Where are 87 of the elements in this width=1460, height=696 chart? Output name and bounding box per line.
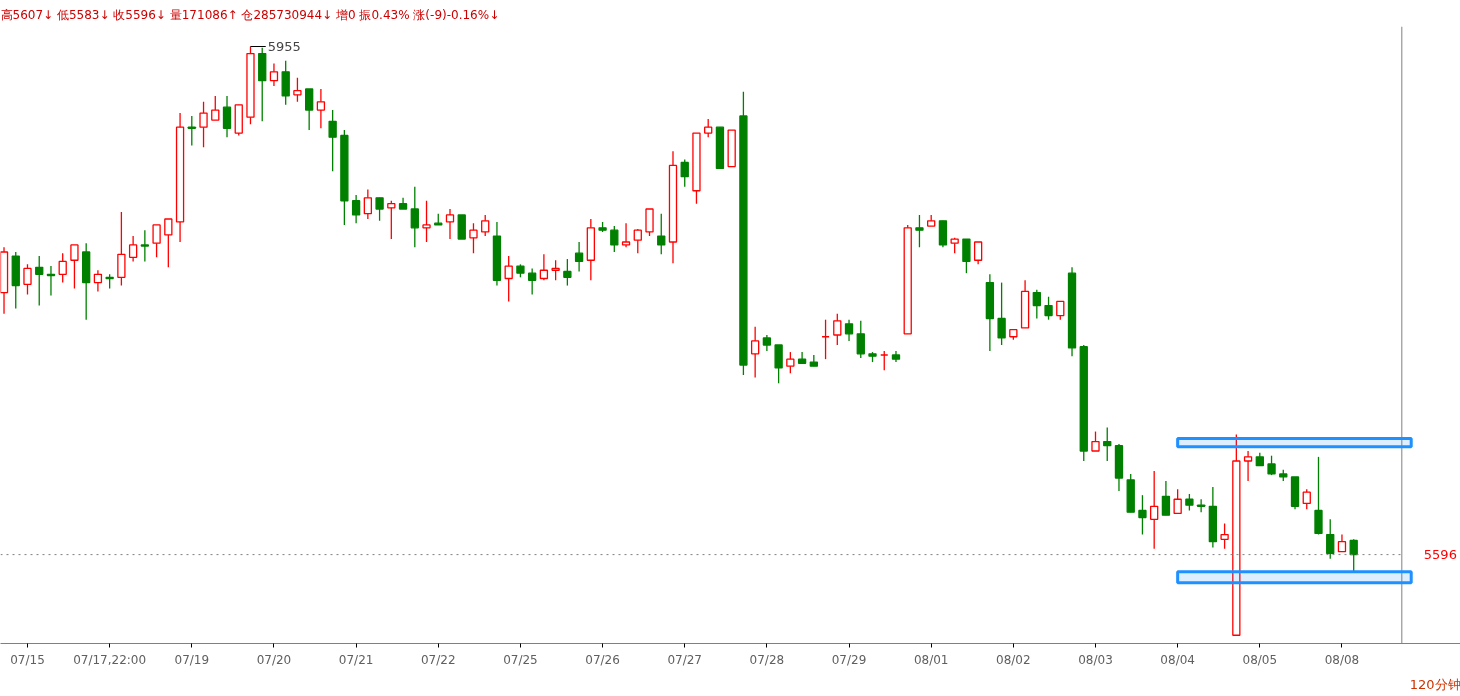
candlestick [774, 344, 783, 384]
x-tick-label: 08/01 [913, 652, 949, 667]
candlestick [997, 281, 1006, 346]
candlestick [70, 244, 79, 290]
x-tick-label: 07/25 [503, 652, 538, 667]
candlestick [504, 255, 513, 303]
candlestick [563, 258, 572, 287]
candlestick [351, 194, 361, 224]
candlestick [1032, 289, 1041, 320]
x-tick-label: 07/22 [420, 652, 456, 667]
candlestick [1103, 426, 1112, 462]
x-tick-label: 08/02 [996, 652, 1031, 667]
x-tick-label: 07/26 [585, 652, 620, 667]
candlestick [293, 77, 302, 103]
candlestick [481, 214, 490, 237]
x-tick-label: 08/03 [1078, 652, 1113, 667]
candlestick [410, 185, 419, 248]
candlestick [164, 218, 173, 268]
candlestick [199, 101, 208, 148]
candlestick [23, 263, 32, 296]
x-tick-label: 08/05 [1242, 652, 1278, 667]
candlestick [1349, 538, 1358, 574]
candlestick [551, 259, 560, 281]
candlestick [140, 229, 150, 263]
candlestick [422, 200, 431, 243]
candlestick [211, 95, 220, 121]
candlestick [833, 313, 842, 346]
x-tick-label: 08/04 [1160, 652, 1195, 667]
candlestick [633, 228, 642, 254]
candlestick [1138, 494, 1147, 536]
candlestick [269, 62, 279, 87]
candlestick [1173, 488, 1182, 515]
x-tick-label: 07/15 [10, 652, 45, 667]
candlestick [445, 208, 455, 240]
candlestick [786, 351, 795, 374]
candlestick [973, 241, 983, 265]
candlestick [316, 88, 326, 129]
candlestick [1302, 488, 1311, 510]
candlestick [610, 225, 619, 253]
candlestick [328, 109, 337, 172]
candlestick [1150, 470, 1159, 550]
candlestick [375, 197, 384, 222]
x-tick-label: 07/28 [749, 652, 785, 667]
candlestick [657, 213, 666, 255]
x-tick-label: 08/08 [1324, 652, 1360, 667]
x-tick-label: 07/21 [338, 652, 374, 667]
candlestick [1044, 296, 1053, 321]
candlestick [539, 253, 549, 281]
candlestick [844, 319, 854, 342]
chart-title: 高5607↓ 低5583↓ 收5596↓ 量171086↑ 仓285730944↓ 增0 振0.43% 涨(-9)-0.16%↓ [0, 7, 500, 22]
candlestick [574, 241, 584, 273]
x-tick-label: 07/27 [667, 652, 703, 667]
candlestick [1243, 450, 1253, 482]
candlestick [704, 118, 713, 138]
candlestick [35, 255, 44, 307]
candlestick [1091, 430, 1100, 452]
candlestick [1196, 498, 1206, 513]
candlestick [645, 208, 654, 237]
candlestick [117, 211, 126, 287]
candlestick [856, 320, 865, 359]
candlestick [304, 88, 314, 131]
candlestick [750, 326, 760, 379]
annotation: 5955 [267, 39, 301, 55]
x-tick-label: 07/19 [174, 652, 210, 667]
candlestick [1056, 300, 1065, 321]
candlestick [1220, 522, 1229, 550]
candlestick [1326, 518, 1335, 560]
text: 5596 [1423, 547, 1457, 563]
candlestick [1161, 480, 1171, 516]
candlestick [962, 238, 971, 274]
candlestick [1314, 456, 1323, 536]
candlestick [93, 269, 103, 293]
candlestick [387, 200, 396, 240]
candlestick [527, 267, 537, 296]
candlestick [680, 158, 689, 188]
x-tick-label: 07/29 [831, 652, 867, 667]
text: 120分钟 [1409, 676, 1460, 692]
candlestick [58, 252, 67, 284]
candlestick [621, 222, 631, 248]
candlestick [152, 224, 161, 258]
candlestick [915, 214, 924, 248]
candlestick [128, 235, 138, 263]
candlestick [363, 188, 373, 220]
candlestick [469, 222, 478, 254]
x-tick-label: 07/17,22:00 [73, 652, 147, 667]
x-tick-label: 07/20 [256, 652, 292, 667]
candlestick [222, 95, 232, 138]
